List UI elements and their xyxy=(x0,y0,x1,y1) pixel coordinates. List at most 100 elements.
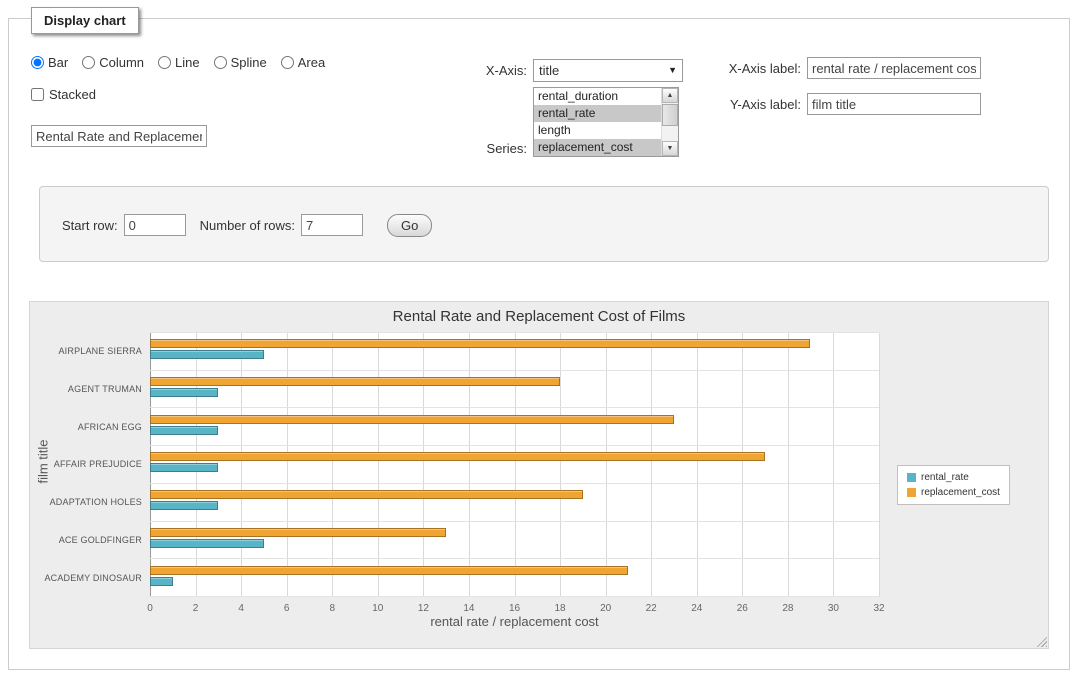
bar-replacement_cost[interactable] xyxy=(150,415,674,424)
stacked-checkbox[interactable] xyxy=(31,88,44,101)
x-axis-label-label: X-Axis label: xyxy=(709,61,801,76)
plot-area: 02468101214161820222426283032AIRPLANE SI… xyxy=(150,332,879,597)
series-option-rental_duration[interactable]: rental_duration xyxy=(534,88,661,105)
legend-label: replacement_cost xyxy=(921,487,1000,498)
x-tick-label: 16 xyxy=(509,603,520,614)
start-row-label: Start row: xyxy=(62,218,118,233)
series-select-label: Series: xyxy=(439,141,527,156)
number-of-rows-input[interactable] xyxy=(301,214,363,236)
x-axis-label-input[interactable] xyxy=(807,57,981,79)
chart-type-radio-spline[interactable] xyxy=(214,56,227,69)
chart-type-radio-column[interactable] xyxy=(82,56,95,69)
chart-type-label: Column xyxy=(99,55,144,70)
scrollbar-thumb[interactable] xyxy=(662,104,678,126)
bar-replacement_cost[interactable] xyxy=(150,490,583,499)
legend-label: rental_rate xyxy=(921,472,969,483)
row-controls-panel: Start row: Number of rows: Go xyxy=(39,186,1049,262)
gridline xyxy=(879,333,880,597)
legend-swatch xyxy=(907,488,916,497)
chart-title-input[interactable] xyxy=(31,125,207,147)
go-button[interactable]: Go xyxy=(387,214,432,237)
chart-type-radio-line[interactable] xyxy=(158,56,171,69)
chart-type-option-spline[interactable]: Spline xyxy=(214,55,267,70)
number-of-rows-label: Number of rows: xyxy=(200,218,295,233)
chart-type-radio-bar[interactable] xyxy=(31,56,44,69)
scroll-up-icon[interactable]: ▲ xyxy=(662,88,678,103)
series-option-length[interactable]: length xyxy=(534,122,661,139)
category-band: ACADEMY DINOSAUR xyxy=(150,559,879,597)
bar-rental_rate[interactable] xyxy=(150,388,218,397)
category-label: AFFAIR PREJUDICE xyxy=(54,459,142,469)
bar-rental_rate[interactable] xyxy=(150,501,218,510)
chart-type-option-bar[interactable]: Bar xyxy=(31,55,68,70)
dropdown-arrow-icon: ▼ xyxy=(668,65,677,75)
x-tick-label: 30 xyxy=(828,603,839,614)
bar-rental_rate[interactable] xyxy=(150,350,264,359)
x-tick-label: 2 xyxy=(193,603,199,614)
legend-item-rental_rate[interactable]: rental_rate xyxy=(907,472,1000,483)
chart-container: Rental Rate and Replacement Cost of Film… xyxy=(29,301,1049,649)
chart-type-option-column[interactable]: Column xyxy=(82,55,144,70)
x-tick-label: 32 xyxy=(873,603,884,614)
chart-type-option-line[interactable]: Line xyxy=(158,55,200,70)
scroll-down-icon[interactable]: ▼ xyxy=(662,141,678,156)
panel-legend: Display chart xyxy=(31,7,139,34)
x-tick-label: 20 xyxy=(600,603,611,614)
category-label: ADAPTATION HOLES xyxy=(50,497,142,507)
x-axis-select[interactable]: title ▼ xyxy=(533,59,683,82)
x-axis-select-label: X-Axis: xyxy=(439,63,527,78)
series-option-rental_rate[interactable]: rental_rate xyxy=(534,105,661,122)
x-tick-label: 6 xyxy=(284,603,290,614)
resize-handle-icon[interactable] xyxy=(1034,634,1047,647)
category-label: AFRICAN EGG xyxy=(78,422,142,432)
x-axis-selected-value: title xyxy=(539,63,559,78)
stacked-option[interactable]: Stacked xyxy=(31,87,96,102)
category-band: AIRPLANE SIERRA xyxy=(150,333,879,371)
bar-rental_rate[interactable] xyxy=(150,539,264,548)
category-label: ACADEMY DINOSAUR xyxy=(44,573,142,583)
x-tick-label: 24 xyxy=(691,603,702,614)
bar-replacement_cost[interactable] xyxy=(150,566,628,575)
series-listbox-scrollbar[interactable]: ▲ ▼ xyxy=(661,88,678,156)
chart-type-label: Line xyxy=(175,55,200,70)
bar-rental_rate[interactable] xyxy=(150,577,173,586)
bar-replacement_cost[interactable] xyxy=(150,528,446,537)
chart-legend: rental_rate replacement_cost xyxy=(897,465,1010,505)
chart-type-radio-group: Bar Column Line Spline Area xyxy=(31,55,339,74)
x-tick-label: 26 xyxy=(737,603,748,614)
bar-rental_rate[interactable] xyxy=(150,463,218,472)
category-label: AGENT TRUMAN xyxy=(68,384,142,394)
bar-replacement_cost[interactable] xyxy=(150,377,560,386)
x-tick-label: 4 xyxy=(238,603,244,614)
x-tick-label: 0 xyxy=(147,603,153,614)
x-tick-label: 14 xyxy=(463,603,474,614)
display-chart-fieldset: Display chart BarColumnLineSplineArea St… xyxy=(8,18,1070,670)
bar-rental_rate[interactable] xyxy=(150,426,218,435)
y-axis-label-input[interactable] xyxy=(807,93,981,115)
bar-replacement_cost[interactable] xyxy=(150,452,765,461)
category-label: AIRPLANE SIERRA xyxy=(58,346,142,356)
series-option-replacement_cost[interactable]: replacement_cost xyxy=(534,139,661,156)
x-tick-label: 18 xyxy=(555,603,566,614)
series-options: rental_durationrental_ratelengthreplacem… xyxy=(534,88,661,156)
chart-type-radio-area[interactable] xyxy=(281,56,294,69)
y-axis-title: film title xyxy=(36,397,51,527)
x-tick-label: 12 xyxy=(418,603,429,614)
chart-title: Rental Rate and Replacement Cost of Film… xyxy=(30,308,1048,325)
y-axis-label-label: Y-Axis label: xyxy=(709,97,801,112)
stacked-label: Stacked xyxy=(49,87,96,102)
chart-type-label: Area xyxy=(298,55,325,70)
x-tick-label: 28 xyxy=(782,603,793,614)
x-tick-label: 10 xyxy=(372,603,383,614)
chart-type-label: Bar xyxy=(48,55,68,70)
legend-item-replacement_cost[interactable]: replacement_cost xyxy=(907,487,1000,498)
x-tick-label: 22 xyxy=(646,603,657,614)
bar-replacement_cost[interactable] xyxy=(150,339,810,348)
page: Display chart Bar Column Line Spline Area St… xyxy=(0,0,1081,681)
x-tick-label: 8 xyxy=(329,603,335,614)
series-listbox[interactable]: rental_durationrental_ratelengthreplacem… xyxy=(533,87,679,157)
chart-type-label: Spline xyxy=(231,55,267,70)
chart-type-option-area[interactable]: Area xyxy=(281,55,325,70)
legend-swatch xyxy=(907,473,916,482)
start-row-input[interactable] xyxy=(124,214,186,236)
